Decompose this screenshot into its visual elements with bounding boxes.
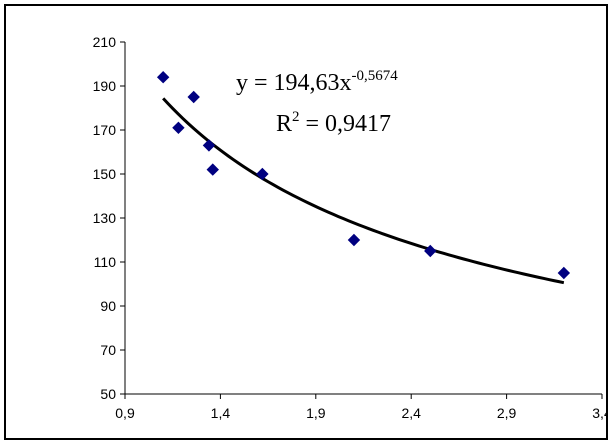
data-points (156, 70, 571, 280)
r-squared-label: R2 = 0,9417 (276, 109, 391, 137)
power-trendline (162, 97, 565, 285)
data-point (256, 167, 269, 181)
equation-base: y = 194,63x (236, 70, 352, 96)
y-tick-label: 210 (93, 34, 117, 50)
y-tick-label: 70 (100, 342, 116, 358)
x-tick-label: 2,4 (401, 405, 421, 421)
data-point (206, 163, 219, 176)
x-tick-label: 1,4 (211, 405, 231, 421)
x-tick-label: 3,4 (592, 405, 606, 421)
chart-frame: 0,9 1,4 1,9 2,4 2,9 3,4 50 70 90 110 130 150 170 190… (4, 4, 608, 440)
y-tick-label: 130 (93, 210, 117, 226)
data-point (424, 244, 437, 258)
x-tick-label: 2,9 (497, 405, 517, 421)
y-tick-label: 170 (93, 122, 117, 138)
data-point (202, 139, 216, 152)
x-tick-label: 1,9 (306, 405, 326, 421)
data-point (557, 266, 571, 280)
data-point (156, 70, 170, 84)
y-tick-label: 150 (93, 166, 117, 182)
trendline-equation: y = 194,63x-0,5674 (236, 68, 398, 96)
data-point (347, 233, 361, 247)
data-point (187, 90, 200, 104)
y-tick-label: 190 (93, 78, 117, 94)
x-axis-ticks: 0,9 1,4 1,9 2,4 2,9 3,4 (115, 394, 606, 421)
r2-value: = 0,9417 (300, 111, 392, 137)
y-axis-ticks: 50 70 90 110 130 150 170 190 210 (93, 34, 125, 402)
r2-exponent: 2 (292, 109, 300, 125)
y-tick-label: 50 (100, 386, 116, 402)
scatter-chart: 0,9 1,4 1,9 2,4 2,9 3,4 50 70 90 110 130 150 170 190… (93, 34, 606, 421)
x-tick-label: 0,9 (115, 405, 135, 421)
equation-exponent: -0,5674 (352, 68, 399, 84)
y-tick-label: 110 (94, 254, 117, 270)
y-tick-label: 90 (100, 298, 116, 314)
data-point (172, 121, 185, 135)
r2-base: R (276, 111, 292, 137)
